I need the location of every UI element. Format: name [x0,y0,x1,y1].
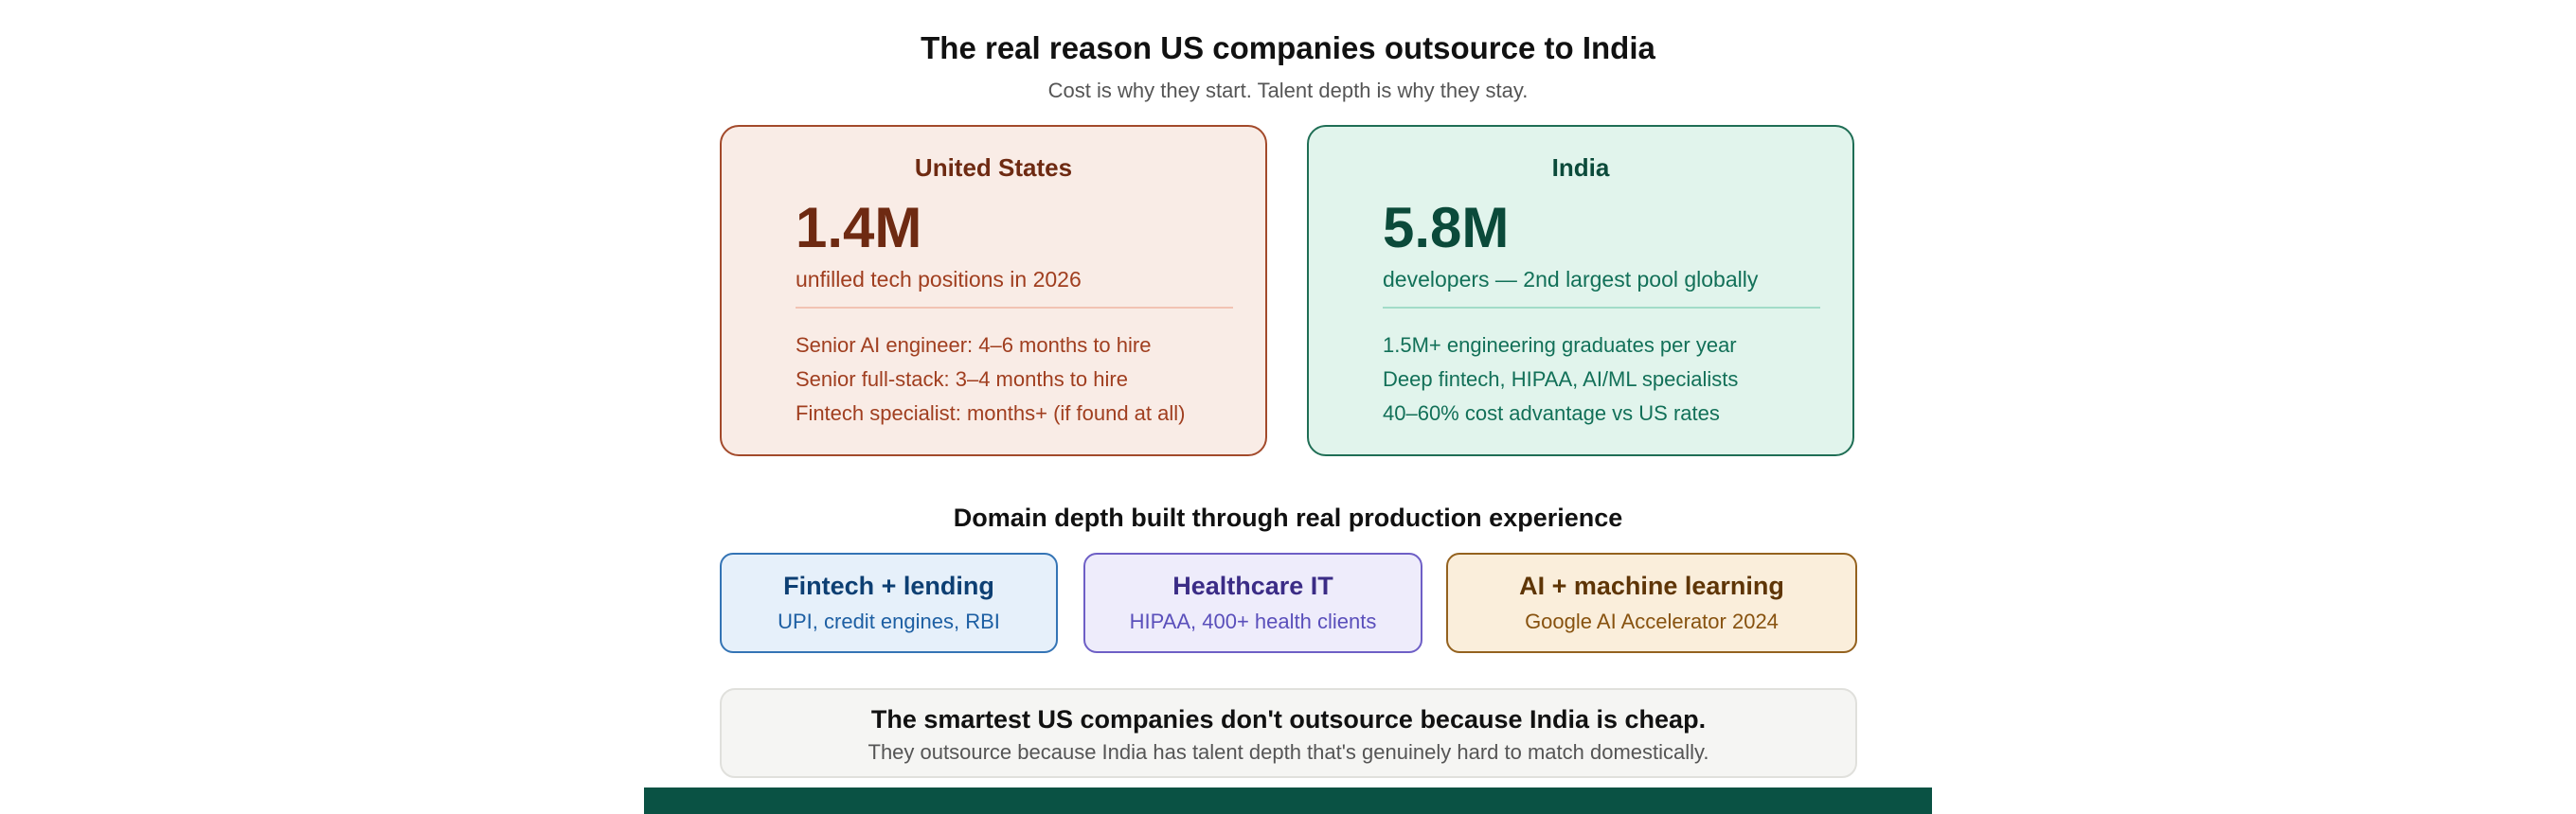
us-card: United States 1.4M unfilled tech positio… [720,125,1267,456]
page-title: The real reason US companies outsource t… [921,30,1655,65]
stat-label: unfilled tech positions in 2026 [796,267,1082,292]
stat-value: 1.4M [796,196,922,259]
list-item: Senior full-stack: 3–4 months to hire [796,367,1128,391]
list-item: Senior AI engineer: 4–6 months to hire [796,333,1152,357]
domain-title: AI + machine learning [1519,572,1784,600]
card-title: United States [914,153,1073,182]
divider [796,307,1233,309]
callout-headline: The smartest US companies don't outsourc… [870,705,1707,734]
callout-body: They outsource because India has talent … [868,740,1709,764]
callout-box: The smartest US companies don't outsourc… [720,688,1857,778]
domain-detail: UPI, credit engines, RBI [778,610,1000,633]
list-item: Fintech specialist: months+ (if found at… [796,401,1186,425]
domain-card-healthcare: Healthcare IT HIPAA, 400+ health clients [1083,553,1422,653]
page-subtitle: Cost is why they start. Talent depth is … [1047,79,1529,102]
list-item: 40–60% cost advantage vs US rates [1383,401,1720,425]
card-title: India [1551,153,1610,182]
domain-title: Healthcare IT [1172,572,1333,600]
section-heading: Domain depth built through real producti… [953,504,1623,532]
domain-card-ai: AI + machine learning Google AI Accelera… [1446,553,1857,653]
footer-bar [644,787,1932,814]
stat-value: 5.8M [1383,196,1510,259]
list-item: Deep fintech, HIPAA, AI/ML specialists [1383,367,1739,391]
domain-detail: HIPAA, 400+ health clients [1129,610,1377,633]
stat-label: developers — 2nd largest pool globally [1383,267,1759,292]
domain-title: Fintech + lending [783,572,994,600]
domain-card-fintech: Fintech + lending UPI, credit engines, R… [720,553,1058,653]
india-card: India 5.8M developers — 2nd largest pool… [1307,125,1854,456]
domain-detail: Google AI Accelerator 2024 [1525,610,1779,633]
divider [1383,307,1820,309]
list-item: 1.5M+ engineering graduates per year [1383,333,1737,357]
